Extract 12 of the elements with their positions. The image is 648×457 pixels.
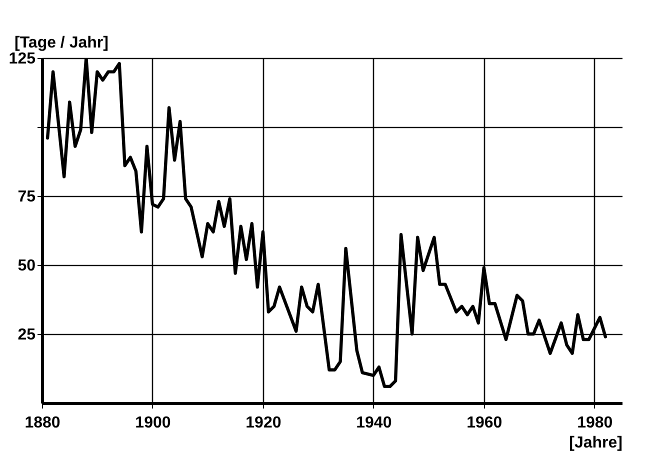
y-tick-label: 125	[8, 50, 36, 68]
x-tick-label: 1960	[466, 414, 502, 432]
x-tick-label: 1980	[577, 414, 613, 432]
x-axis-title: [Jahre]	[569, 434, 622, 452]
y-tick-label: 25	[18, 326, 36, 344]
x-tick-label: 1940	[356, 414, 392, 432]
y-tick-label: 75	[18, 188, 36, 206]
x-tick-label: 1900	[135, 414, 171, 432]
y-axis-title: [Tage / Jahr]	[14, 34, 108, 52]
x-tick-label: 1920	[246, 414, 282, 432]
y-tick-label: 50	[18, 258, 36, 274]
x-tick-label: 1880	[24, 414, 60, 432]
